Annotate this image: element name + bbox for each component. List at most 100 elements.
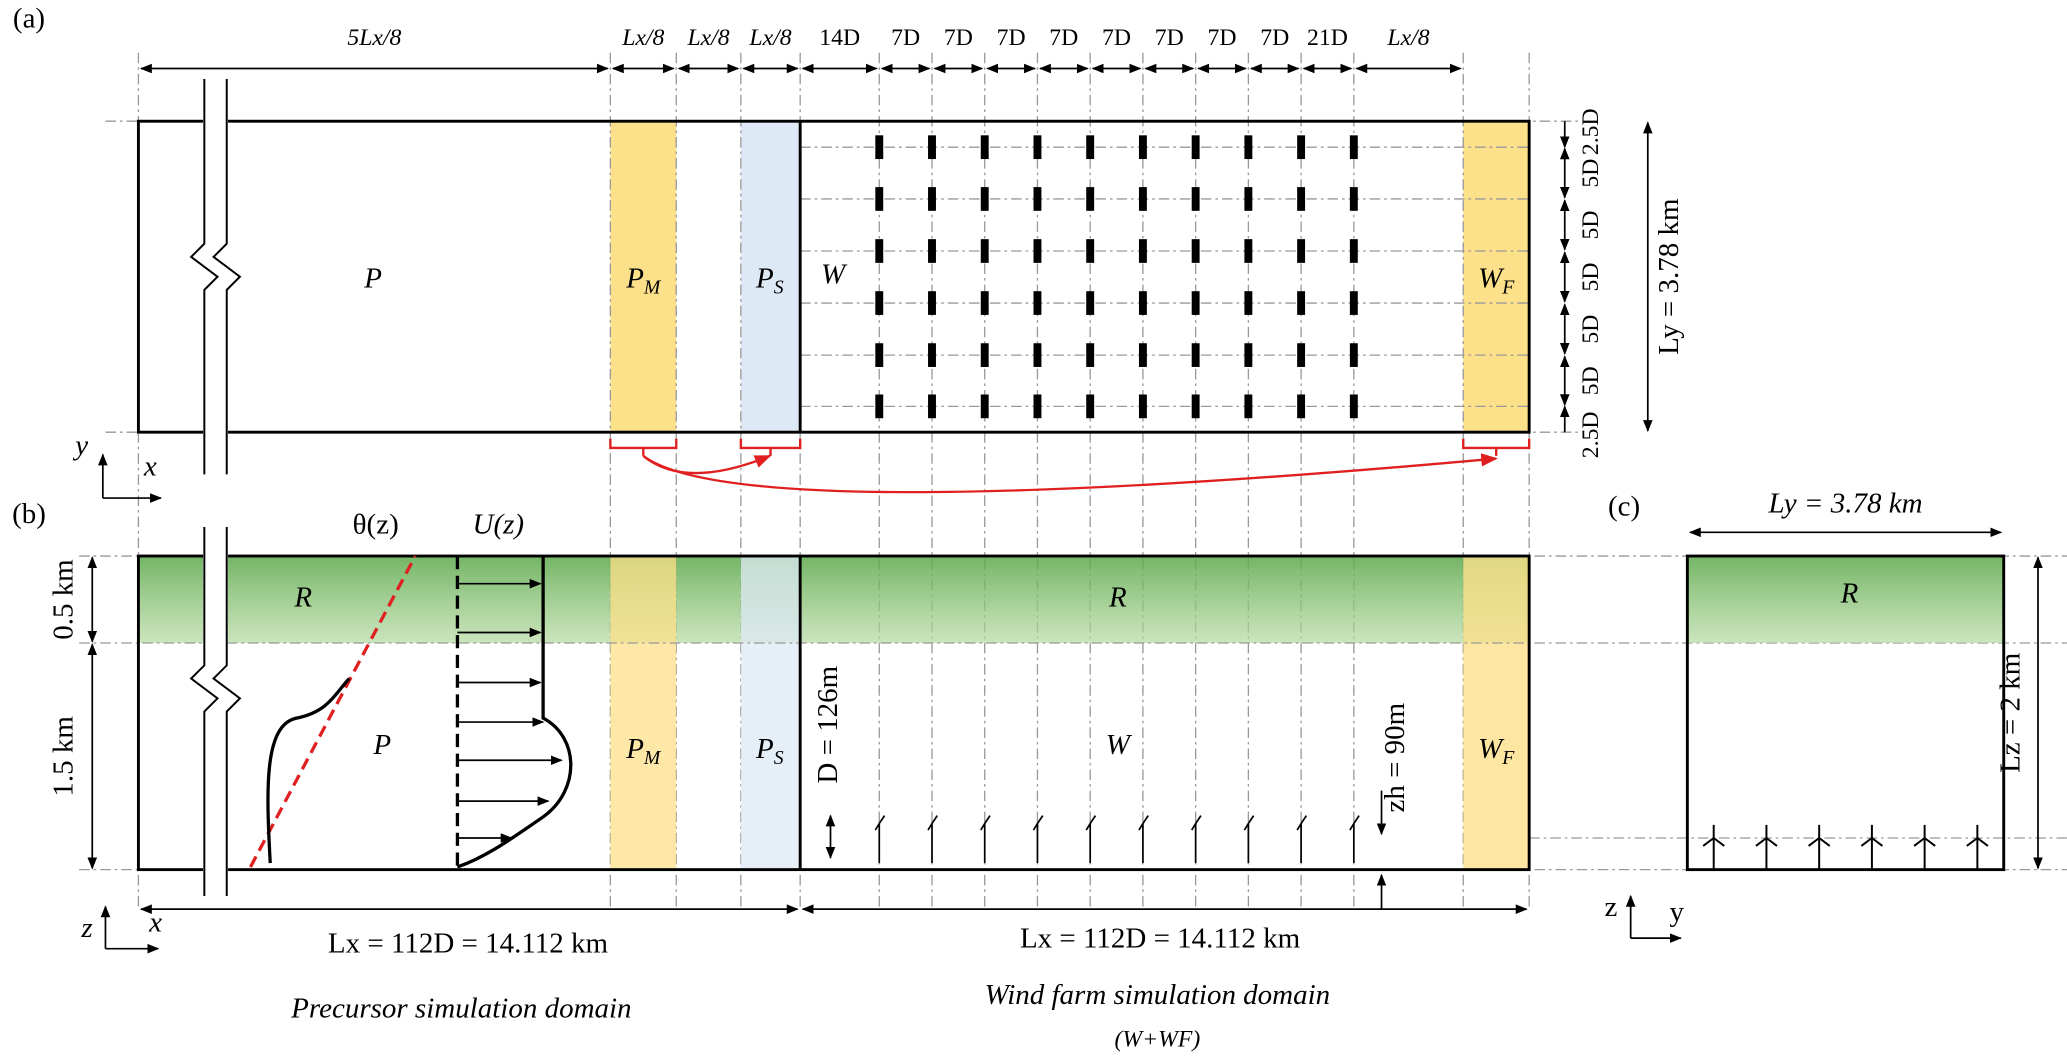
region-label: R (293, 581, 312, 613)
zone (1191, 239, 1200, 263)
zone (1138, 239, 1147, 263)
turbine (980, 815, 991, 864)
region-main: R (1108, 581, 1127, 613)
break-line (189, 527, 220, 896)
zone (1086, 394, 1095, 419)
label: (b) (12, 498, 46, 530)
label: Precursor simulation domain (290, 992, 631, 1024)
zone (610, 556, 677, 870)
domain-box (136, 554, 1531, 872)
turbine (927, 815, 938, 864)
label: 7D (1208, 25, 1237, 51)
zone (1191, 291, 1200, 315)
rotor-blades (1702, 824, 1725, 847)
label: x (143, 451, 157, 483)
zone (875, 135, 884, 160)
region-main: W (1478, 262, 1505, 294)
label: zh = 90m (1379, 702, 1411, 812)
zone (1033, 394, 1042, 419)
region-sub: S (774, 746, 784, 768)
zone (980, 291, 989, 315)
zone (1463, 556, 1530, 870)
u-profile (456, 556, 573, 869)
bracket (609, 438, 678, 456)
zone (1463, 121, 1530, 433)
zone (1297, 239, 1306, 263)
zone (1033, 239, 1042, 263)
region-main: W (1478, 733, 1505, 765)
label: Lx = 112D = 14.112 km (328, 928, 609, 960)
zone (1297, 135, 1306, 160)
region-label: WF (1478, 262, 1515, 298)
zone (1191, 187, 1200, 211)
zone (1138, 291, 1147, 315)
zone (980, 394, 989, 419)
label: 5D (1578, 315, 1604, 344)
label: (W+WF) (1114, 1026, 1200, 1052)
region-main: P (755, 733, 774, 765)
region-label: R (1840, 577, 1859, 609)
label: Wind farm simulation domain (985, 979, 1331, 1011)
layout (79, 52, 2067, 954)
region-main: R (1840, 577, 1859, 609)
label: 2.5D (1578, 108, 1604, 155)
region-label: W (1106, 729, 1133, 761)
label: (a) (13, 3, 45, 35)
label: 5D (1578, 366, 1604, 395)
zone (1349, 135, 1358, 160)
mixing-curve (266, 677, 351, 864)
zone (980, 187, 989, 211)
label: 5D (1578, 210, 1604, 239)
label: 5Lx/8 (347, 25, 401, 51)
label: 0.5 km (48, 559, 80, 640)
domain-box (1685, 554, 2006, 872)
rotor-blades (1966, 824, 1989, 847)
label: 7D (891, 25, 920, 51)
region-main: P (372, 729, 391, 761)
zone (928, 394, 936, 419)
label: 5D (1578, 263, 1604, 292)
label: Lx/8 (686, 25, 729, 51)
turbine (1243, 815, 1255, 864)
region-main: P (363, 262, 382, 294)
zone (1297, 394, 1306, 419)
region-main: R (293, 581, 312, 613)
turbine (1349, 815, 1360, 864)
zone (980, 239, 989, 263)
zone (928, 291, 936, 315)
zone (928, 187, 936, 211)
label: Lx/8 (1386, 25, 1429, 51)
zone (980, 135, 989, 160)
region-sub: F (1501, 276, 1515, 298)
theta-profile (249, 555, 417, 868)
label: y (1670, 896, 1685, 928)
zone (875, 291, 884, 315)
region-sub: M (643, 276, 662, 298)
label: 7D (1155, 25, 1184, 51)
zone (875, 343, 884, 367)
zone (1687, 556, 2004, 643)
zone (1086, 239, 1095, 263)
rotor-blades (1755, 824, 1778, 847)
zone (1244, 291, 1253, 315)
label: 14D (819, 25, 860, 51)
zone (1191, 394, 1200, 419)
break-line (189, 79, 220, 475)
zone (1349, 239, 1358, 263)
zone (1086, 343, 1095, 367)
zone (875, 394, 884, 419)
label: y (72, 430, 88, 462)
zone (1349, 291, 1358, 315)
label: 21D (1307, 25, 1348, 51)
region-label: W (821, 258, 848, 290)
zone (928, 343, 936, 367)
zone (1138, 135, 1147, 160)
zone (1244, 343, 1253, 367)
label: Lz = 2 km (1995, 652, 2027, 773)
zone (1349, 394, 1358, 419)
zone (1138, 343, 1147, 367)
bracket (739, 438, 802, 456)
label: z (1604, 891, 1617, 923)
rotor-blades (1808, 824, 1831, 847)
zone (980, 343, 989, 367)
